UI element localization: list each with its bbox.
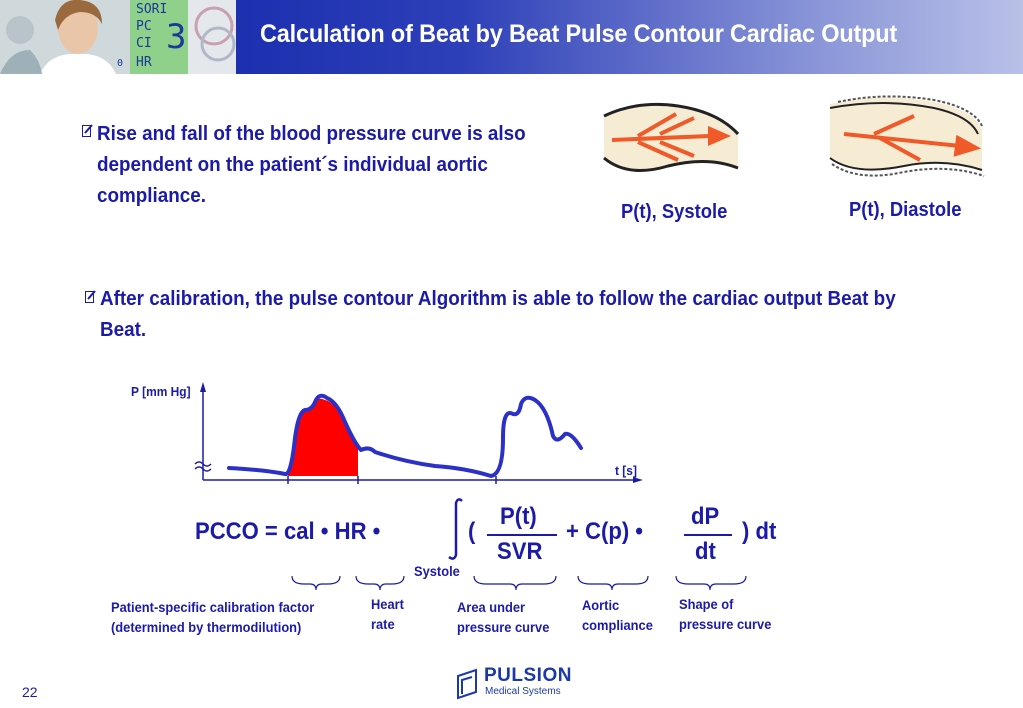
equation-open-paren: (: [468, 518, 476, 545]
monitor-text-zero: 0: [117, 58, 123, 69]
y-axis-label: P [mm Hg]: [131, 384, 191, 399]
page-title: Calculation of Beat by Beat Pulse Contou…: [260, 20, 898, 48]
fraction-denominator-svr: SVR: [497, 538, 543, 565]
x-axis-label: t [s]: [615, 463, 637, 478]
annotation-compliance: Aortic compliance: [582, 595, 653, 635]
bullet-icon: [82, 124, 93, 137]
equation-lhs: PCCO = cal • HR •: [195, 518, 381, 545]
annotation-compliance-line1: Aortic: [582, 597, 620, 613]
annotation-area-line2: pressure curve: [457, 619, 550, 635]
annotation-calibration-line2: (determined by thermodilution): [111, 619, 302, 635]
systole-label: P(t), Systole: [621, 201, 728, 223]
bullet-text-compliance: Rise and fall of the blood pressure curv…: [97, 122, 526, 207]
integral-limit-label: Systole: [414, 563, 460, 579]
annotation-shape-line1: Shape of: [679, 596, 734, 612]
underbraces: [291, 575, 747, 591]
fraction-numerator-pt: P(t): [500, 503, 537, 530]
diastole-label: P(t), Diastole: [849, 199, 962, 221]
header-photo-image: SORI PC CI HR 0 3: [0, 0, 236, 74]
page-number: 22: [22, 684, 38, 700]
equation-close-dt: ) dt: [742, 518, 777, 545]
annotation-heart-rate: Heart rate: [371, 594, 404, 634]
fraction-denominator-dt: dt: [695, 538, 716, 565]
annotation-area-line1: Area under: [457, 599, 526, 615]
monitor-digit: 3: [166, 17, 186, 57]
annotation-shape-line2: pressure curve: [679, 616, 772, 632]
logo-subtitle: Medical Systems: [485, 686, 561, 697]
fraction-numerator-dp: dP: [691, 503, 720, 530]
pressure-curve-graph: [194, 382, 643, 484]
monitor-text-sori: SORI: [136, 2, 167, 17]
annotation-shape: Shape of pressure curve: [679, 594, 771, 634]
annotation-heart-rate-line1: Heart: [371, 596, 404, 612]
bullet-text-beat-by-beat: After calibration, the pulse contour Alg…: [100, 287, 896, 341]
monitor-text-hr: HR: [136, 55, 152, 70]
equation-compliance-term: + C(p) •: [566, 518, 644, 545]
fraction-bar: [684, 534, 732, 536]
monitor-text-pc: PC: [136, 19, 152, 34]
annotation-area: Area under pressure curve: [457, 597, 549, 637]
monitor-text-ci: CI: [136, 36, 152, 51]
systole-vessel-image: [603, 102, 740, 172]
diastole-vessel-image: [829, 95, 985, 177]
bullet-icon: [85, 290, 96, 303]
logo-name: PULSION: [484, 665, 572, 686]
annotation-calibration: Patient-specific calibration factor (det…: [111, 597, 314, 637]
header-bar: SORI PC CI HR 0 3 Calculation of Beat by…: [0, 0, 1023, 74]
annotation-calibration-line1: Patient-specific calibration factor: [111, 599, 315, 615]
annotation-compliance-line2: compliance: [582, 617, 653, 633]
annotation-heart-rate-line2: rate: [371, 616, 395, 632]
pulsion-logo-icon: [457, 668, 477, 700]
integral-sign-icon: [448, 498, 463, 560]
fraction-bar: [487, 534, 557, 536]
